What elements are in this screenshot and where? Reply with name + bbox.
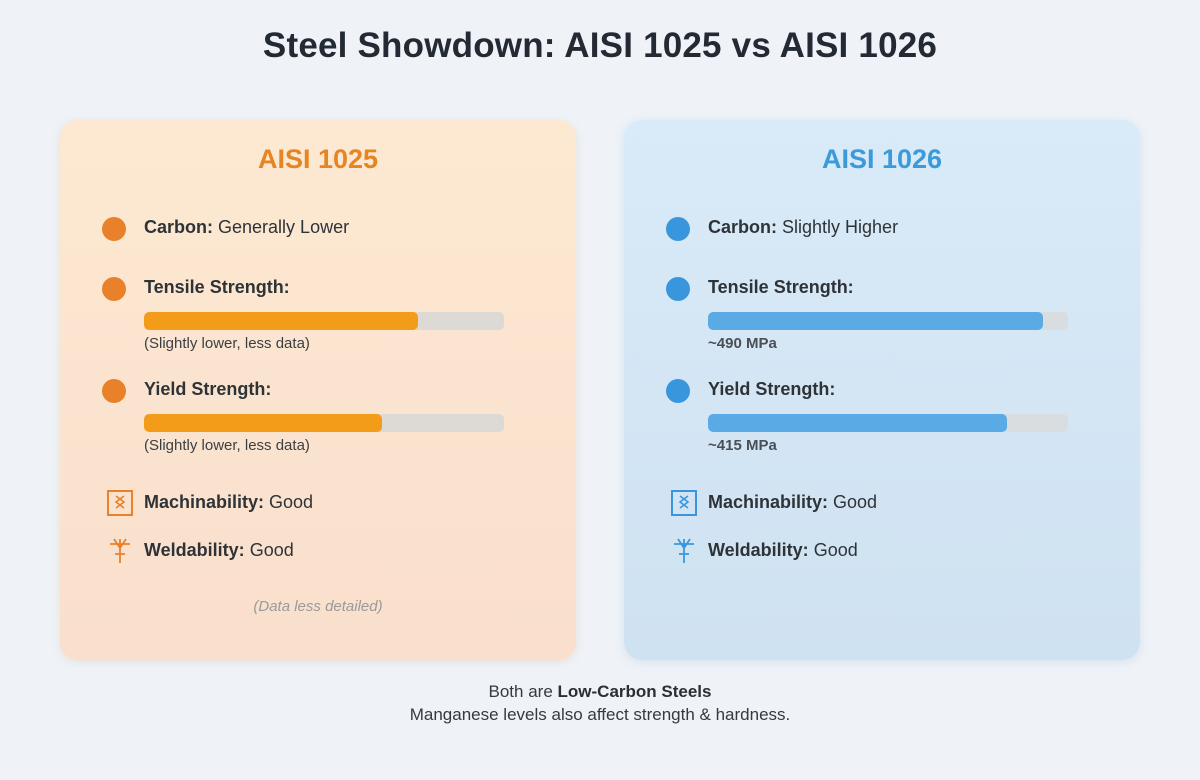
bullet-dot-icon	[666, 217, 690, 241]
tensile-text: Tensile Strength:	[144, 277, 290, 298]
card-title: AISI 1025	[257, 144, 379, 174]
welding-torch-icon	[110, 538, 130, 563]
tensile-note: ~490 MPa	[708, 335, 777, 352]
page-title: Steel Showdown: AISI 1025 vs AISI 1026	[262, 26, 938, 65]
footer-line-2: Manganese levels also affect strength & …	[409, 705, 791, 724]
tensile-bar-track	[144, 312, 504, 330]
data-note: (Data less detailed)	[253, 598, 383, 615]
carbon-text: Carbon: Slightly Higher	[708, 217, 898, 238]
tensile-label: Tensile Strength:	[144, 277, 290, 297]
aisi-1025-card: AISI 1025 Carbon: Generally Lower Tensil…	[60, 120, 576, 660]
machinability-label: Machinability:	[708, 492, 829, 512]
yield-text: Yield Strength:	[144, 379, 271, 400]
welding-torch-icon	[674, 538, 694, 563]
bullet-dot-icon	[666, 379, 690, 403]
machinability-icon	[107, 490, 133, 516]
footer-prefix: Both are	[488, 682, 553, 701]
bullet-dot-icon	[102, 217, 126, 241]
yield-label: Yield Strength:	[708, 379, 836, 399]
weldability-text: Weldability: Good	[144, 540, 294, 561]
footer: Both are Low-Carbon Steels Manganese lev…	[0, 680, 1200, 726]
weldability-label: Weldability:	[144, 540, 245, 560]
machinability-icon	[671, 490, 697, 516]
tensile-text: Tensile Strength:	[708, 277, 854, 298]
weldability-label: Weldability:	[708, 540, 809, 560]
bullet-dot-icon	[102, 379, 126, 403]
tensile-bar-track	[708, 312, 1068, 330]
tensile-note: (Slightly lower, less data)	[144, 335, 310, 352]
bullet-dot-icon	[666, 277, 690, 301]
card-title: AISI 1026	[821, 144, 943, 174]
yield-bar-fill	[708, 414, 1007, 432]
footer-bold: Low-Carbon Steels	[557, 682, 712, 701]
machinability-text: Machinability: Good	[708, 492, 877, 513]
yield-label: Yield Strength:	[144, 379, 272, 399]
tensile-bar-fill	[144, 312, 418, 330]
yield-bar-fill	[144, 414, 382, 432]
weldability-value: Good	[249, 540, 294, 560]
machinability-label: Machinability:	[144, 492, 265, 512]
yield-note: ~415 MPa	[708, 437, 777, 454]
carbon-label: Carbon:	[144, 217, 213, 237]
tensile-bar-fill	[708, 312, 1043, 330]
yield-text: Yield Strength:	[708, 379, 835, 400]
machinability-text: Machinability: Good	[144, 492, 313, 513]
machinability-value: Good	[833, 492, 878, 512]
bullet-dot-icon	[102, 277, 126, 301]
weldability-text: Weldability: Good	[708, 540, 858, 561]
aisi-1026-card: AISI 1026 Carbon: Slightly Higher Tensil…	[624, 120, 1140, 660]
machinability-value: Good	[269, 492, 314, 512]
tensile-label: Tensile Strength:	[708, 277, 854, 297]
yield-bar-track	[144, 414, 504, 432]
weldability-value: Good	[813, 540, 858, 560]
carbon-label: Carbon:	[708, 217, 777, 237]
footer-line-1: Both are Low-Carbon Steels	[0, 680, 1200, 703]
yield-note: (Slightly lower, less data)	[144, 437, 310, 454]
carbon-value: Slightly Higher	[782, 217, 899, 237]
carbon-text: Carbon: Generally Lower	[144, 217, 349, 238]
yield-bar-track	[708, 414, 1068, 432]
carbon-value: Generally Lower	[218, 217, 350, 237]
